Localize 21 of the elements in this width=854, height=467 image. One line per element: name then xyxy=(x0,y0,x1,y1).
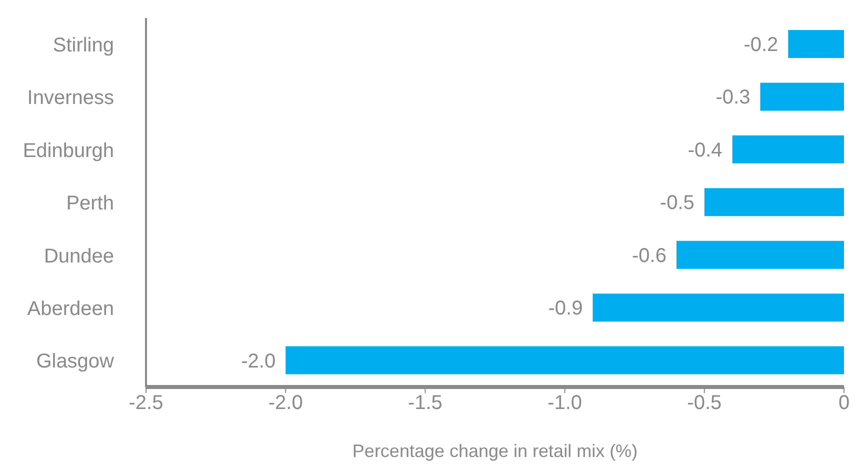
y-tick-label: Perth xyxy=(66,192,114,215)
y-tick-label: Aberdeen xyxy=(27,298,114,320)
data-label: -0.4 xyxy=(688,139,722,162)
data-label: -0.5 xyxy=(660,192,694,214)
data-label: -0.3 xyxy=(716,86,750,109)
data-label: -0.6 xyxy=(632,244,666,267)
x-tick-label: 0 xyxy=(838,392,850,414)
data-label: -2.0 xyxy=(241,350,276,372)
data-label: -0.9 xyxy=(548,298,583,320)
y-tick-label: Edinburgh xyxy=(22,140,114,162)
x-axis-title: Percentage change in retail mix (%) xyxy=(352,441,638,461)
y-tick-label: Glasgow xyxy=(36,350,115,373)
x-tick-label: -0.5 xyxy=(687,392,722,414)
y-tick-label: Dundee xyxy=(44,245,114,268)
data-label: -0.2 xyxy=(744,34,778,56)
x-tick-label: -2.5 xyxy=(128,392,164,414)
x-tick-label: -2.0 xyxy=(268,392,303,414)
y-tick-label: Inverness xyxy=(27,87,114,110)
x-tick-label: -1.0 xyxy=(548,392,582,414)
x-tick-label: -1.5 xyxy=(408,392,442,414)
y-tick-label: Stirling xyxy=(52,34,114,56)
